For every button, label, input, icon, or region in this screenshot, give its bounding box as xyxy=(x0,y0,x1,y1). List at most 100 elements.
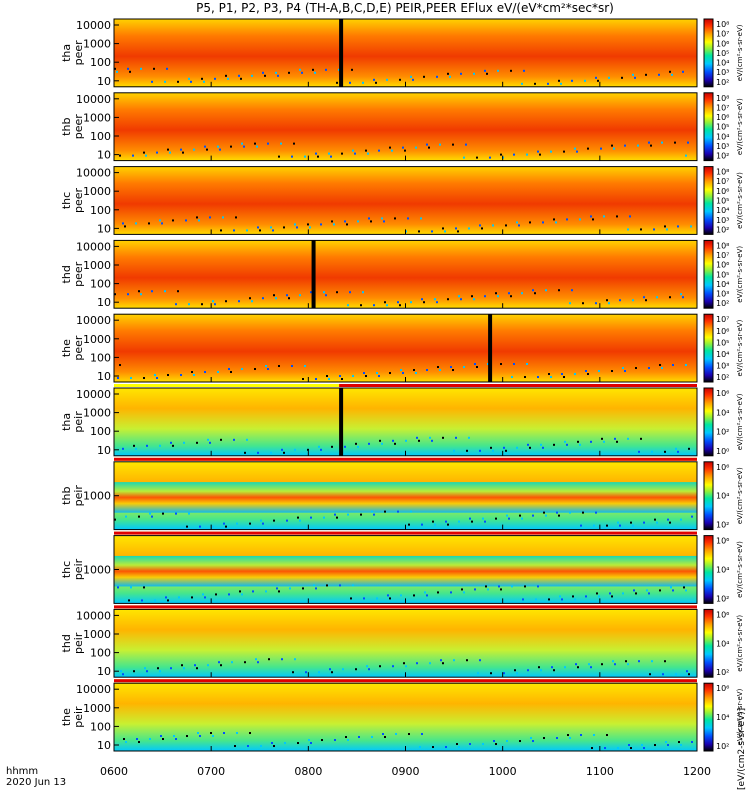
noise-pixel xyxy=(299,519,301,522)
colorbar-tick-label: 10⁴ xyxy=(716,408,729,417)
noise-pixel xyxy=(130,586,132,589)
noise-pixel xyxy=(305,671,307,674)
colorbar-tick-label: 10² xyxy=(716,668,729,677)
noise-pixel xyxy=(690,225,692,228)
noise-pixel xyxy=(371,510,373,513)
noise-pixel xyxy=(318,671,320,674)
noise-pixel xyxy=(349,81,351,84)
noise-pixel xyxy=(556,511,558,514)
noise-pixel xyxy=(220,664,222,667)
noise-pixel xyxy=(617,747,619,750)
noise-pixel xyxy=(402,146,404,149)
noise-pixel xyxy=(505,224,507,227)
noise-pixel xyxy=(532,289,534,292)
noise-pixel xyxy=(254,142,256,145)
noise-pixel xyxy=(680,518,682,521)
noise-pixel xyxy=(548,598,550,601)
noise-pixel xyxy=(540,443,542,446)
noise-pixel xyxy=(135,447,137,450)
noise-pixel xyxy=(334,739,336,742)
noise-pixel xyxy=(497,295,499,298)
panel-thb-peir: 1000 thb peir 10⁶ 10⁴ 10² eV/(cm²-s-sr-eV) xyxy=(60,457,744,531)
noise-pixel xyxy=(276,587,278,590)
noise-pixel xyxy=(378,149,380,152)
noise-pixel xyxy=(357,445,359,448)
noise-pixel xyxy=(678,741,680,744)
noise-pixel xyxy=(341,152,343,155)
noise-pixel xyxy=(659,364,661,367)
colorbar-tick-label: 10² xyxy=(716,225,729,234)
noise-pixel xyxy=(555,221,557,224)
colorbar xyxy=(703,682,714,752)
noise-pixel xyxy=(135,222,137,225)
noise-pixel xyxy=(159,219,161,222)
panel-quantity-label: peir xyxy=(72,485,85,507)
noise-pixel xyxy=(233,229,235,232)
noise-pixel xyxy=(553,443,555,446)
noise-pixel xyxy=(257,451,259,454)
noise-pixel xyxy=(257,661,259,664)
colorbar-title: eV/(cm²-s-sr-eV) xyxy=(736,467,744,524)
noise-pixel xyxy=(194,664,196,667)
colorbar-title: eV/(cm²-s-sr-eV) xyxy=(736,24,744,81)
noise-pixel xyxy=(328,152,330,155)
noise-pixel xyxy=(265,365,267,368)
noise-pixel xyxy=(233,438,235,441)
noise-pixel xyxy=(532,740,534,743)
noise-pixel xyxy=(534,82,536,85)
noise-pixel xyxy=(677,225,679,228)
noise-pixel xyxy=(691,741,693,744)
noise-pixel xyxy=(653,228,655,231)
noise-pixel xyxy=(498,585,500,588)
noise-pixel xyxy=(421,733,423,736)
noise-pixel xyxy=(548,373,550,376)
noise-pixel xyxy=(351,68,353,71)
noise-pixel xyxy=(249,732,251,735)
noise-pixel xyxy=(188,77,190,80)
noise-pixel xyxy=(329,668,331,671)
y-tick-label: 10000 xyxy=(76,93,111,106)
noise-pixel xyxy=(453,659,455,662)
noise-pixel xyxy=(465,143,467,146)
noise-pixel xyxy=(606,734,608,737)
noise-pixel xyxy=(569,511,571,514)
noise-pixel xyxy=(318,445,320,448)
noise-pixel xyxy=(373,78,375,81)
noise-pixel xyxy=(310,291,312,294)
noise-pixel xyxy=(294,448,296,451)
noise-pixel xyxy=(119,154,121,157)
noise-pixel xyxy=(347,304,349,307)
colorbar-tick-label: 10⁴ xyxy=(716,206,729,215)
noise-pixel xyxy=(479,659,481,662)
noise-pixel xyxy=(384,301,386,304)
noise-pixel xyxy=(484,520,486,523)
noise-pixel xyxy=(416,436,418,439)
noise-pixel xyxy=(564,440,566,443)
noise-pixel xyxy=(169,151,171,154)
colorbar-units-label: [eV/(cm2-s-sr-eV)] xyxy=(737,708,747,790)
noise-pixel xyxy=(503,672,505,675)
noise-pixel xyxy=(447,298,449,301)
noise-pixel xyxy=(159,444,161,447)
noise-pixel xyxy=(588,663,590,666)
y-tick-label: 1000 xyxy=(83,490,111,503)
noise-pixel xyxy=(404,149,406,152)
y-tick-label: 100 xyxy=(90,56,111,69)
noise-pixel xyxy=(577,440,579,443)
noise-pixel xyxy=(445,520,447,523)
noise-pixel xyxy=(384,736,386,739)
noise-pixel xyxy=(654,744,656,747)
noise-pixel xyxy=(643,521,645,524)
noise-pixel xyxy=(434,523,436,526)
noise-pixel xyxy=(463,156,465,159)
noise-pixel xyxy=(197,732,199,735)
noise-pixel xyxy=(125,515,127,518)
noise-pixel xyxy=(201,77,203,80)
noise-pixel xyxy=(212,525,214,528)
noise-pixel xyxy=(571,79,573,82)
noise-pixel xyxy=(325,294,327,297)
noise-pixel xyxy=(661,367,663,370)
noise-pixel xyxy=(262,71,264,74)
noise-pixel xyxy=(551,666,553,669)
noise-pixel xyxy=(492,224,494,227)
